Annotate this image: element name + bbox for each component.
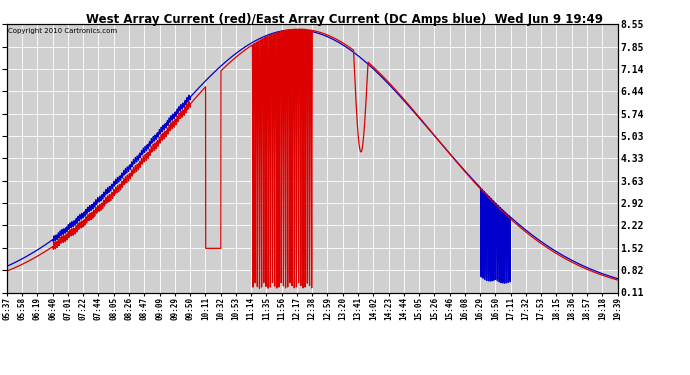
Text: Copyright 2010 Cartronics.com: Copyright 2010 Cartronics.com: [8, 28, 117, 34]
Text: West Array Current (red)/East Array Current (DC Amps blue)  Wed Jun 9 19:49: West Array Current (red)/East Array Curr…: [86, 13, 604, 26]
